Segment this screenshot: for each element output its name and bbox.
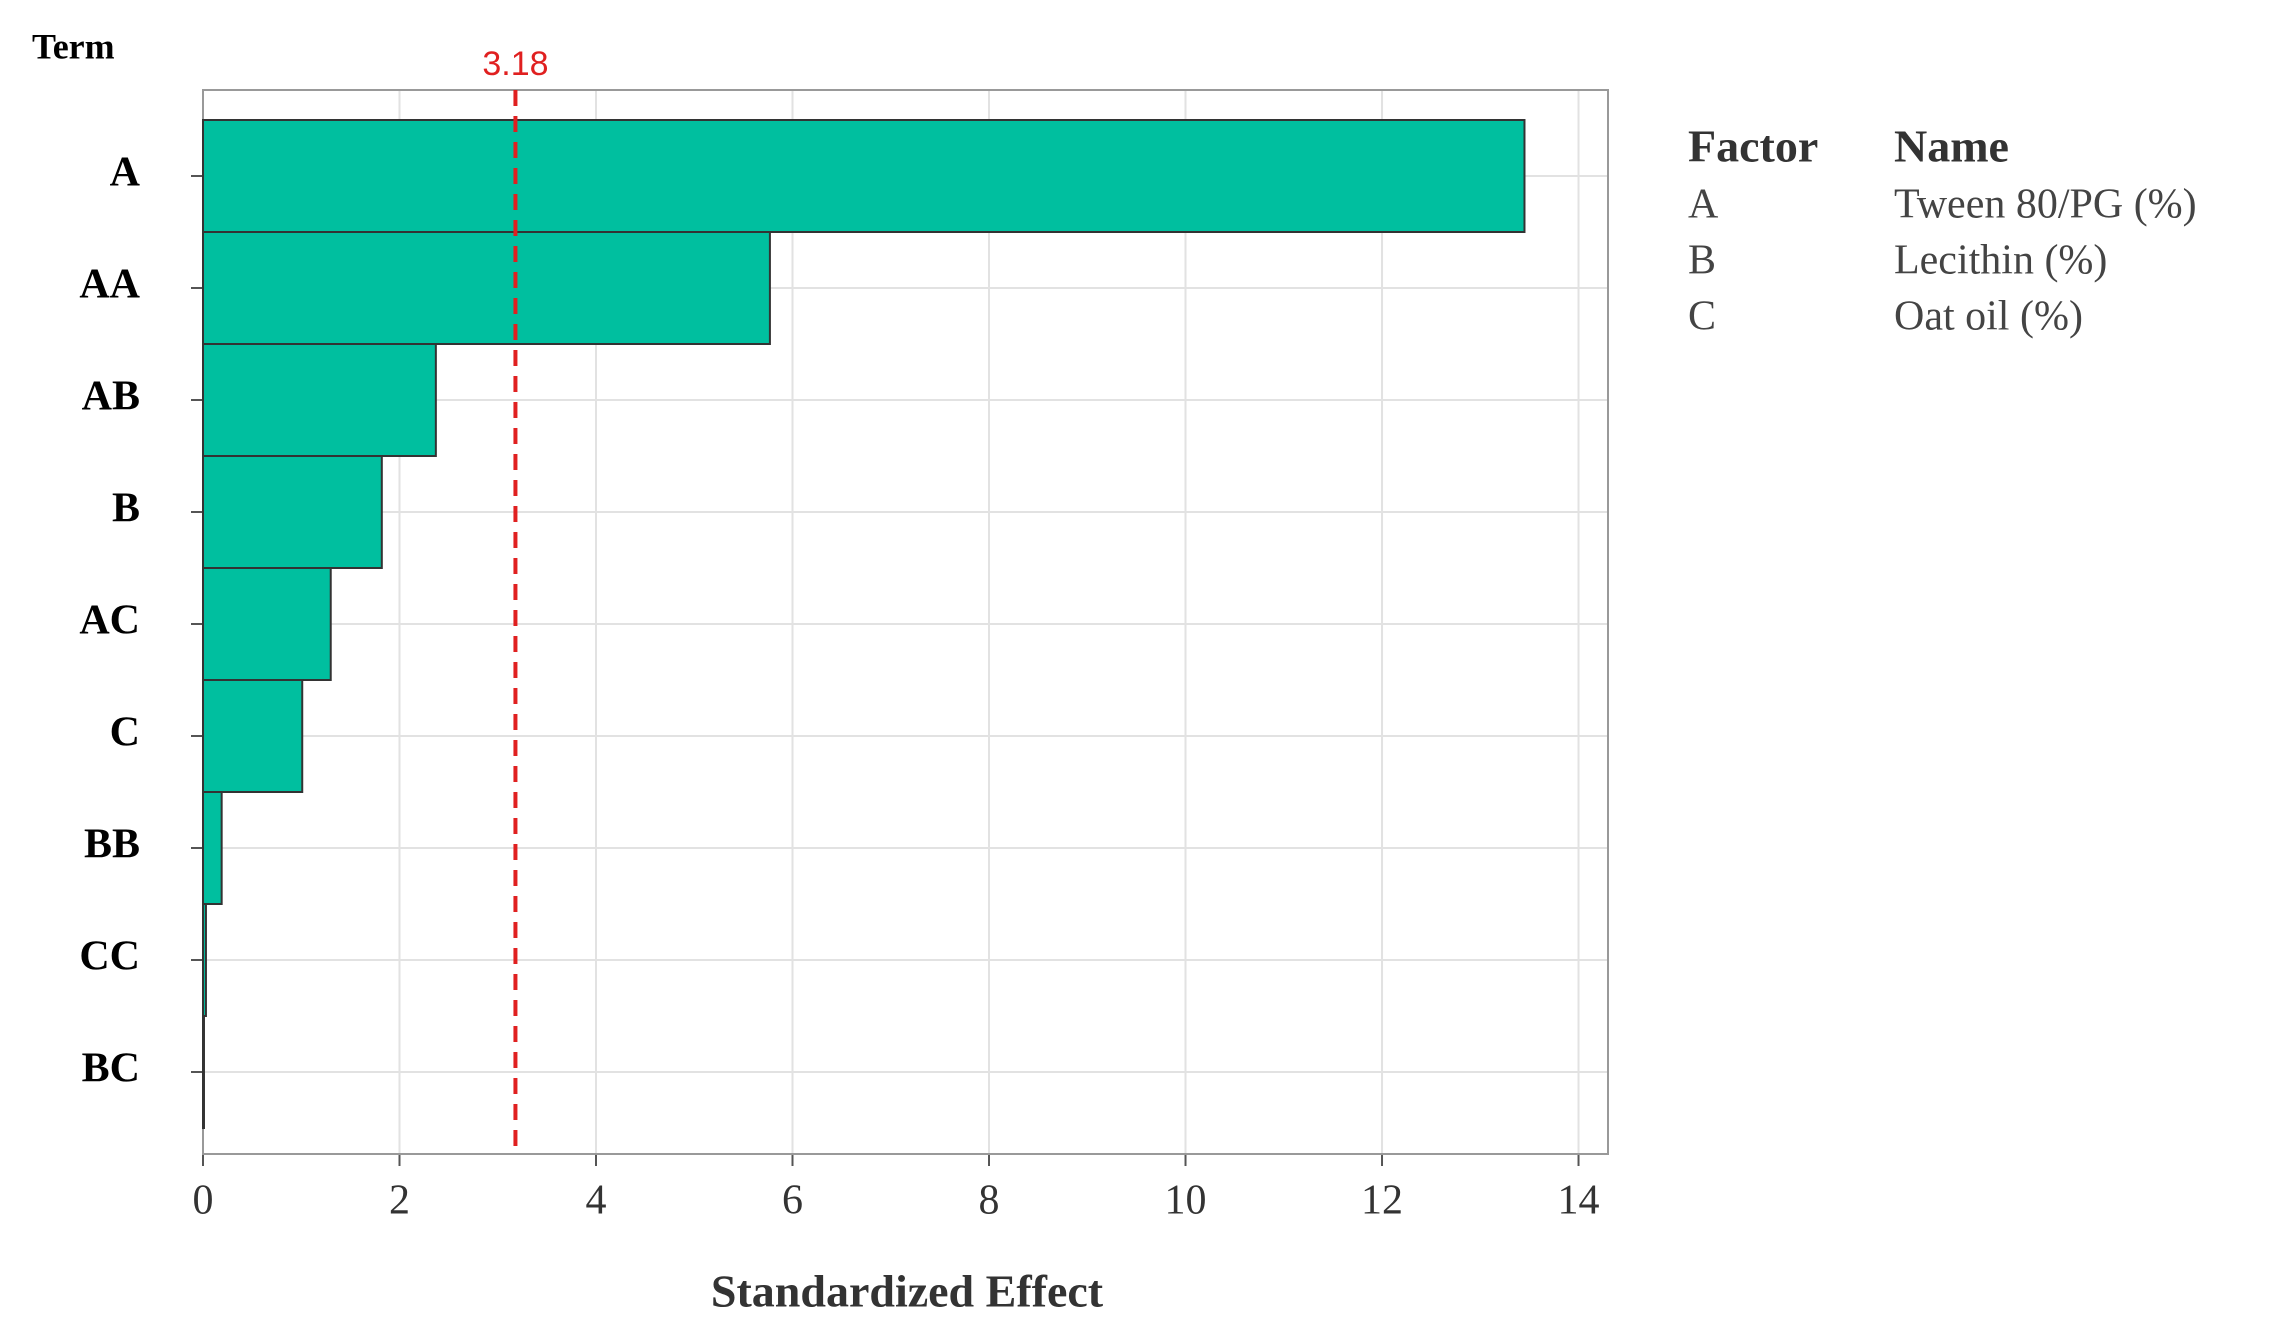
bar [202, 791, 223, 905]
table-cell: B [1688, 238, 1716, 284]
table-header: Name [1894, 121, 2009, 172]
table-cell: Lecithin (%) [1894, 238, 2107, 284]
bar [202, 119, 1526, 233]
x-tick-label: 0 [193, 1178, 214, 1224]
bar [202, 343, 437, 457]
table-cell: C [1688, 294, 1716, 340]
x-tick-label: 4 [586, 1178, 607, 1224]
y-tick-label: C [110, 710, 140, 756]
y-tick-label: AB [82, 374, 140, 420]
x-tick-label: 12 [1361, 1178, 1403, 1224]
y-axis-title: Term [32, 26, 115, 66]
x-tick-label: 6 [782, 1178, 803, 1224]
bar [202, 231, 771, 345]
y-tick-label: CC [79, 934, 140, 980]
table-header: Factor [1688, 121, 1818, 172]
x-tick-label: 2 [389, 1178, 410, 1224]
y-tick-label: BC [82, 1046, 140, 1092]
x-tick-label: 10 [1165, 1178, 1207, 1224]
x-tick-label: 8 [979, 1178, 1000, 1224]
bar [202, 903, 207, 1017]
y-tick-label: AC [79, 598, 140, 644]
y-tick-label: BB [84, 822, 140, 868]
x-tick-label: 14 [1558, 1178, 1600, 1224]
bar [202, 1015, 205, 1129]
y-tick-label: A [110, 150, 141, 196]
table-cell: Tween 80/PG (%) [1894, 182, 2197, 228]
y-tick-label: AA [79, 262, 140, 308]
bar [202, 679, 304, 793]
x-axis-title: Standardized Effect [711, 1266, 1104, 1317]
y-tick-label: B [112, 486, 140, 532]
bar [202, 567, 332, 681]
reference-label: 3.18 [482, 45, 548, 83]
table-cell: Oat oil (%) [1894, 294, 2083, 340]
table-cell: A [1688, 182, 1719, 228]
bar [202, 455, 383, 569]
